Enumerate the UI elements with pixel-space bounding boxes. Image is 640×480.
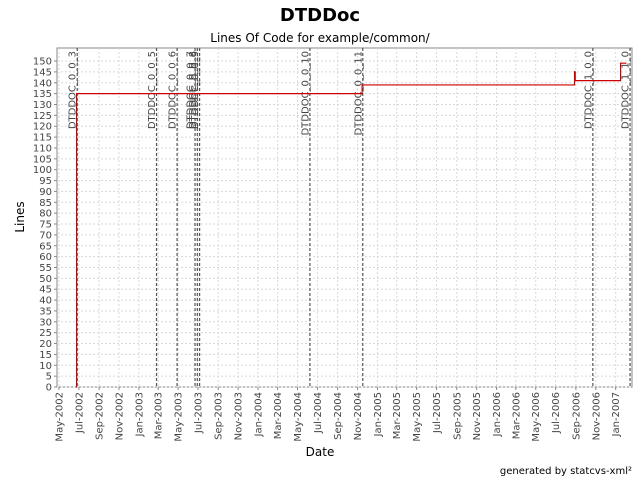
x-tick-label: Mar-2006 bbox=[511, 392, 522, 439]
loc-data-point bbox=[573, 71, 576, 73]
y-tick-label: 90 bbox=[39, 187, 52, 198]
release-marker-label: DTDDOC_0_0_8 bbox=[188, 51, 199, 129]
y-tick-label: 25 bbox=[39, 328, 52, 339]
x-tick-label: Jul-2005 bbox=[432, 392, 443, 434]
loc-data-point bbox=[361, 84, 363, 86]
x-tick-label: Nov-2003 bbox=[234, 392, 245, 440]
y-tick-label: 0 bbox=[46, 383, 52, 394]
release-marker-label: DTDDOC_0_0_5 bbox=[147, 51, 158, 129]
series-layer bbox=[75, 62, 627, 388]
x-tick-label: Nov-2004 bbox=[353, 392, 364, 440]
x-tick-label: Jan-2004 bbox=[254, 392, 265, 437]
loc-data-point bbox=[574, 79, 576, 82]
loc-data-point bbox=[619, 62, 622, 64]
plot-area bbox=[56, 47, 633, 388]
x-tick-label: May-2002 bbox=[54, 392, 65, 442]
loc-data-point bbox=[75, 386, 77, 388]
y-axis-label: Lines bbox=[13, 201, 27, 232]
x-tick-label: Jan-2006 bbox=[492, 392, 503, 437]
generator-credit: generated by statcvs-xml² bbox=[500, 466, 632, 477]
y-tick-label: 110 bbox=[33, 143, 52, 154]
x-tick-label: Mar-2004 bbox=[273, 392, 284, 439]
chart-title: DTDDoc bbox=[280, 5, 360, 26]
release-marker-label: DTDDOC_0_0_6 bbox=[168, 51, 179, 129]
x-tick-label: Nov-2006 bbox=[591, 392, 602, 440]
y-tick-label: 30 bbox=[39, 317, 52, 328]
x-tick-label: Sep-2006 bbox=[571, 392, 582, 440]
x-tick-label: May-2003 bbox=[174, 392, 185, 442]
y-tick-label: 150 bbox=[33, 57, 52, 68]
y-tick-label: 115 bbox=[33, 133, 52, 144]
x-axis-label: Date bbox=[306, 445, 335, 459]
y-tick-label: 135 bbox=[33, 89, 52, 100]
chart-subtitle: Lines Of Code for example/common/ bbox=[210, 31, 430, 45]
release-marker-label: DTDDOC_1_1_0 bbox=[621, 51, 632, 129]
y-tick-label: 95 bbox=[39, 176, 52, 187]
x-tick-label: Jul-2006 bbox=[551, 392, 562, 434]
x-tick-label: Mar-2005 bbox=[392, 392, 403, 439]
x-tick-label: May-2005 bbox=[412, 392, 423, 442]
x-tick-label: Sep-2004 bbox=[333, 392, 344, 440]
loc-data-point bbox=[625, 62, 627, 64]
y-tick-label: 5 bbox=[46, 372, 52, 383]
x-tick-label: Mar-2003 bbox=[154, 392, 165, 439]
y-tick-label: 65 bbox=[39, 241, 52, 252]
y-tick-label: 10 bbox=[39, 361, 52, 372]
y-tick-label: 130 bbox=[33, 100, 52, 111]
x-tick-label: Sep-2003 bbox=[214, 392, 225, 440]
y-tick-label: 40 bbox=[39, 296, 52, 307]
x-tick-label: May-2004 bbox=[293, 392, 304, 442]
y-tick-label: 120 bbox=[33, 122, 52, 133]
y-tick-label: 55 bbox=[39, 263, 52, 274]
y-tick-label: 15 bbox=[39, 350, 52, 361]
x-tick-label: Jan-2003 bbox=[134, 392, 145, 437]
y-tick-label: 140 bbox=[33, 78, 52, 89]
loc-data-point bbox=[619, 79, 621, 82]
y-tick-label: 70 bbox=[39, 230, 52, 241]
x-tick-label: Nov-2002 bbox=[115, 392, 126, 440]
x-tick-label: Jan-2005 bbox=[373, 392, 384, 437]
y-tick-label: 75 bbox=[39, 220, 52, 231]
y-tick-label: 20 bbox=[39, 339, 52, 350]
y-tick-label: 45 bbox=[39, 285, 52, 296]
x-axis-ticks: May-2002 Jul-2002 Sep-2002 Nov-2002 Jan-2003… bbox=[54, 387, 622, 442]
x-tick-label: Jul-2004 bbox=[313, 392, 324, 434]
y-tick-label: 125 bbox=[33, 111, 52, 122]
y-tick-label: 50 bbox=[39, 274, 52, 285]
release-marker-label: DTDDOC_0_0_9 bbox=[190, 51, 201, 129]
gridlines bbox=[57, 48, 632, 388]
loc-data-point bbox=[573, 84, 575, 86]
x-tick-label: Jul-2003 bbox=[193, 392, 204, 434]
x-tick-label: Sep-2005 bbox=[452, 392, 463, 440]
release-marker-label: DTDDOC_0_0_7 bbox=[186, 51, 197, 129]
x-tick-label: Nov-2005 bbox=[472, 392, 483, 440]
y-tick-label: 60 bbox=[39, 252, 52, 263]
y-tick-label: 85 bbox=[39, 198, 52, 209]
y-tick-label: 35 bbox=[39, 306, 52, 317]
y-tick-label: 80 bbox=[39, 209, 52, 220]
y-tick-label: 145 bbox=[33, 67, 52, 78]
y-tick-label: 105 bbox=[33, 154, 52, 165]
loc-data-point bbox=[75, 93, 78, 95]
x-tick-label: Jul-2002 bbox=[74, 392, 85, 434]
loc-data-point bbox=[361, 93, 363, 95]
y-tick-label: 100 bbox=[33, 165, 52, 176]
x-tick-label: Jan-2007 bbox=[611, 392, 622, 437]
x-tick-label: Sep-2002 bbox=[95, 392, 106, 440]
release-marker-label: DTDDOC_0_0_3 bbox=[68, 51, 79, 129]
release-marker-label: DTDDOC_1_0_0 bbox=[583, 51, 594, 129]
x-tick-label: May-2006 bbox=[531, 392, 542, 442]
y-axis-ticks: 0510152025303540455055606570758085909510… bbox=[33, 57, 57, 394]
